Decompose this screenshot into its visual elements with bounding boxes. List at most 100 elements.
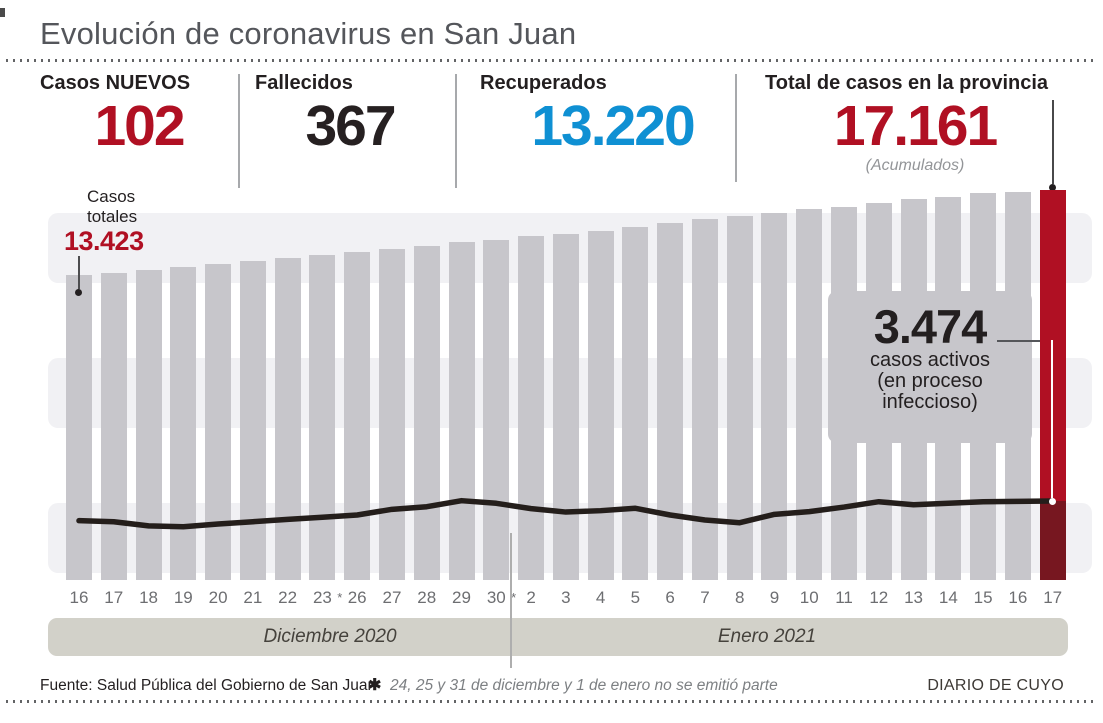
bar — [309, 255, 336, 580]
month-band — [48, 618, 1068, 656]
x-tick-label: 16 — [1008, 588, 1028, 607]
bar — [100, 272, 127, 580]
x-tick-label: 20 — [208, 588, 228, 607]
x-tick-label: 23 — [312, 588, 332, 607]
stat-block-total: Total de casos en la provincia 17.161 (A… — [760, 72, 1065, 175]
active-pointer-line-vertical — [1051, 340, 1053, 498]
month-label-january: Enero 2021 — [717, 626, 817, 647]
x-tick-label: 26 — [347, 588, 367, 607]
gap-asterisk: * — [511, 590, 517, 605]
bar — [274, 258, 301, 580]
stat-label: Recuperados — [480, 72, 607, 94]
highlight-bar-top — [1039, 190, 1066, 502]
first-bar-callout-value: 13.423 — [64, 226, 144, 256]
bar — [448, 242, 475, 580]
callout-text-line: Casos — [87, 187, 136, 206]
total-callout-line — [1052, 100, 1054, 184]
x-tick-label: 22 — [278, 588, 298, 607]
divider — [735, 74, 737, 182]
bar — [622, 226, 649, 580]
active-cases-caption: (en proceso — [877, 370, 983, 392]
x-tick-label: 7 — [700, 588, 710, 607]
bar — [483, 239, 510, 580]
footnote-text: 24, 25 y 31 de diciembre y 1 de enero no… — [390, 677, 778, 694]
source-text: Fuente: Salud Pública del Gobierno de Sa… — [40, 677, 377, 694]
active-cases-caption: infeccioso) — [882, 391, 978, 413]
x-tick-label: 9 — [769, 588, 780, 607]
bar — [726, 216, 753, 580]
x-tick-label: 10 — [799, 588, 819, 607]
first-bar-callout-dot — [75, 289, 82, 296]
active-cases-caption: casos activos — [869, 349, 991, 371]
bar — [518, 236, 545, 580]
bar — [239, 261, 266, 580]
bar — [378, 249, 405, 580]
x-tick-label: 18 — [139, 588, 158, 607]
bottom-dotted-rule — [6, 700, 1097, 703]
x-tick-label: 12 — [869, 588, 889, 607]
x-tick-label: 14 — [938, 588, 958, 607]
stat-label: Casos NUEVOS — [40, 72, 191, 94]
x-tick-label: 28 — [417, 588, 437, 607]
bar — [135, 269, 162, 580]
bar — [761, 212, 788, 580]
bar — [796, 208, 823, 580]
footnote-asterisk: ✱ — [368, 677, 382, 694]
divider — [238, 74, 240, 188]
stat-value: 17.161 — [833, 94, 998, 158]
active-line-end-dot — [1049, 497, 1056, 505]
x-tick-label: 17 — [1043, 588, 1063, 607]
stat-value: 102 — [94, 94, 185, 158]
bar — [205, 263, 232, 580]
x-tick-label: 30 — [486, 588, 506, 607]
x-tick-label: 2 — [526, 588, 536, 607]
first-bar-callout-line — [78, 256, 80, 289]
top-dotted-rule — [6, 59, 1097, 62]
month-divider-line — [510, 533, 512, 668]
bar — [170, 267, 197, 580]
stat-note: (Acumulados) — [865, 157, 965, 174]
x-tick-label: 21 — [243, 588, 263, 607]
stat-block-recovered: Recuperados 13.220 — [470, 72, 745, 155]
bar — [587, 230, 614, 580]
bar — [413, 245, 440, 580]
gap-asterisk: * — [337, 590, 343, 605]
total-callout-dot — [1049, 184, 1056, 191]
stat-label: Total de casos en la provincia — [765, 72, 1049, 94]
highlight-bar-bottom — [1039, 501, 1066, 580]
active-pointer-line-horizontal — [997, 340, 1040, 342]
stat-block-new-cases: Casos NUEVOS 102 — [40, 72, 238, 155]
x-tick-label: 6 — [665, 588, 675, 607]
x-tick-label: 29 — [452, 588, 471, 607]
x-tick-label: 19 — [173, 588, 193, 607]
stat-block-deaths: Fallecidos 367 — [255, 72, 445, 155]
stat-label: Fallecidos — [255, 72, 353, 94]
x-tick-label: 8 — [734, 588, 745, 607]
x-tick-label: 15 — [973, 588, 993, 607]
active-cases-value: 3.474 — [873, 300, 988, 353]
page-edge-mark — [0, 8, 5, 17]
callout-text-line: totales — [87, 207, 138, 226]
first-bar-callout-label: Casos totales — [87, 187, 137, 227]
x-tick-label: 3 — [561, 588, 571, 607]
active-annotation-box: 3.474 casos activos (en proceso infeccio… — [828, 291, 1032, 443]
stat-value: 13.220 — [531, 94, 695, 158]
bar — [657, 222, 684, 580]
divider — [455, 74, 457, 188]
bar — [691, 218, 718, 580]
bar — [344, 252, 371, 580]
x-tick-label: 5 — [630, 588, 641, 607]
credit-text: DIARIO DE CUYO — [927, 677, 1064, 694]
x-tick-label: 17 — [104, 588, 124, 607]
month-label-december: Diciembre 2020 — [263, 626, 397, 647]
x-tick-label: 13 — [904, 588, 924, 607]
stat-value: 367 — [305, 94, 396, 158]
bar — [66, 274, 92, 580]
x-tick-label: 27 — [382, 588, 402, 607]
bar — [552, 233, 579, 580]
x-tick-label: 4 — [595, 588, 606, 607]
x-tick-label: 16 — [69, 588, 89, 607]
x-tick-label: 11 — [835, 588, 853, 607]
page-title: Evolución de coronavirus en San Juan — [40, 16, 577, 51]
